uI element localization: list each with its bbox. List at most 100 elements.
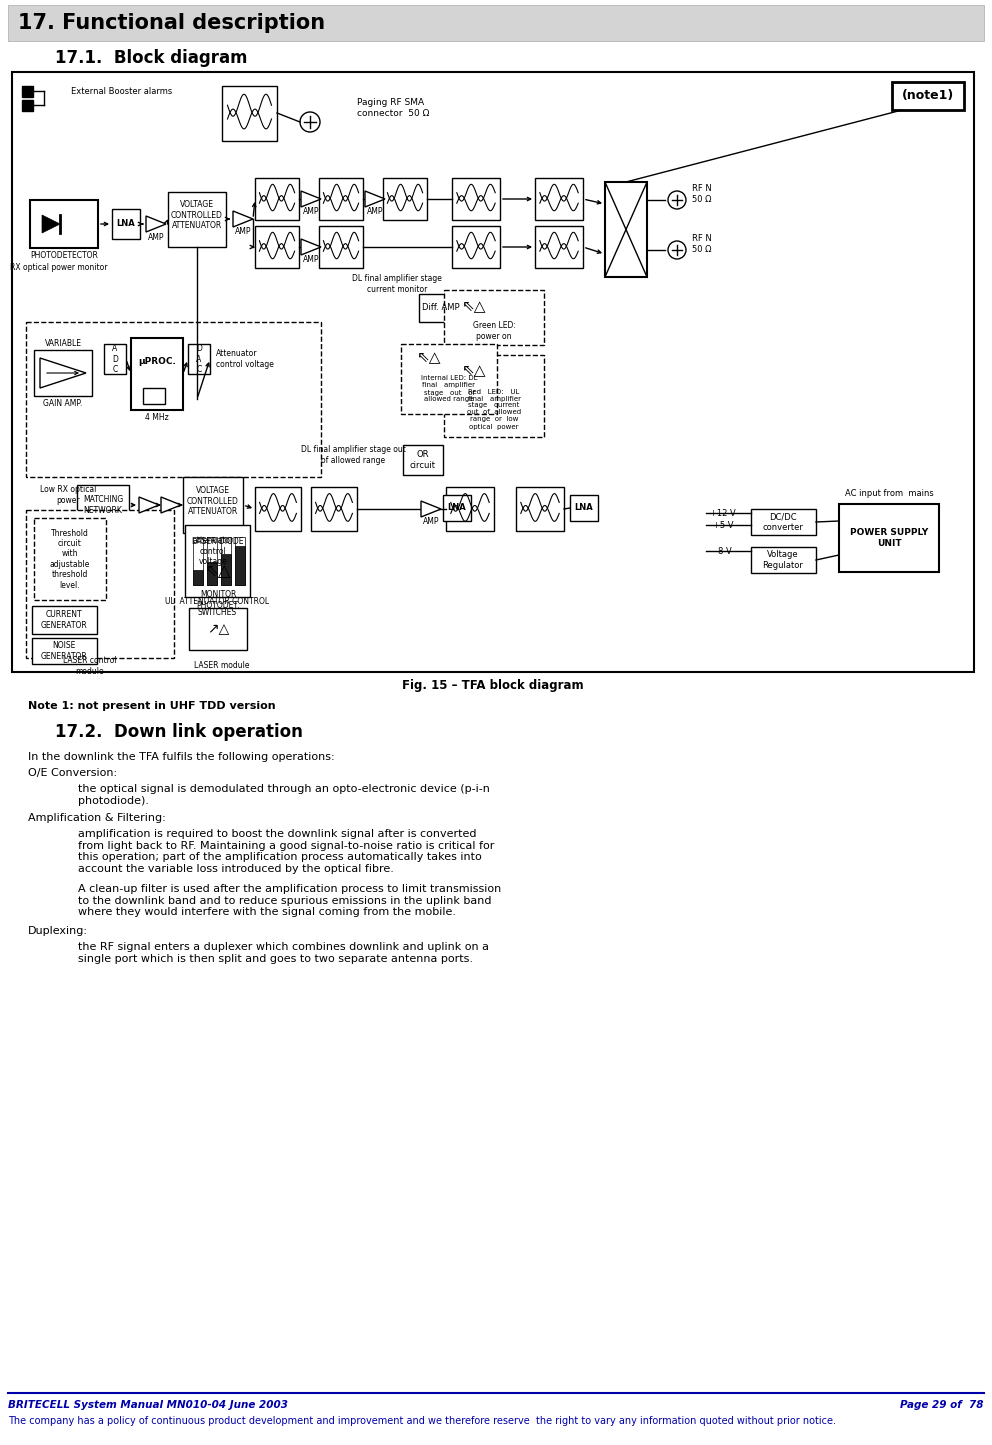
Bar — [22, 87, 33, 97]
Bar — [444, 355, 544, 436]
Text: VARIABLE: VARIABLE — [45, 338, 81, 347]
Bar — [419, 293, 463, 322]
Bar — [207, 538, 217, 585]
Bar — [255, 225, 299, 267]
Text: O/E Conversion:: O/E Conversion: — [28, 767, 117, 777]
Text: VOLTAGE
CONTROLLED
ATTENUATOR: VOLTAGE CONTROLLED ATTENUATOR — [171, 199, 223, 230]
Text: MATCHING
NETWORK: MATCHING NETWORK — [83, 496, 123, 514]
Polygon shape — [146, 215, 166, 233]
Text: AMP: AMP — [367, 208, 383, 217]
Text: OR
circuit: OR circuit — [410, 451, 436, 470]
Bar — [185, 525, 250, 597]
Bar — [235, 538, 245, 585]
Bar — [131, 338, 183, 410]
Bar — [193, 569, 203, 585]
Bar — [22, 100, 33, 111]
Text: ⇖△: ⇖△ — [461, 364, 486, 379]
Text: VOLTAGE
CONTROLLED
ATTENUATOR: VOLTAGE CONTROLLED ATTENUATOR — [187, 486, 239, 516]
Text: Threshold
circuit
with
adjustable
threshold
level.: Threshold circuit with adjustable thresh… — [50, 529, 90, 590]
Text: DL final amplifier stage out
of allowed range: DL final amplifier stage out of allowed … — [301, 445, 406, 465]
Text: Page 29 of  78: Page 29 of 78 — [901, 1400, 984, 1410]
Text: AMP: AMP — [235, 227, 251, 237]
Bar — [535, 178, 583, 220]
Bar — [32, 639, 97, 665]
Bar — [221, 553, 231, 585]
Bar — [444, 290, 544, 345]
Text: the optical signal is demodulated through an opto-electronic device (p-i-n
photo: the optical signal is demodulated throug… — [78, 785, 490, 806]
Text: RX optical power monitor: RX optical power monitor — [10, 263, 108, 272]
Bar — [319, 178, 363, 220]
Text: AMP: AMP — [423, 517, 439, 526]
Text: ⇖△: ⇖△ — [461, 299, 486, 315]
Text: Voltage
Regulator: Voltage Regulator — [763, 551, 804, 569]
Text: The company has a policy of continuous product development and improvement and w: The company has a policy of continuous p… — [8, 1416, 836, 1426]
Text: (note1): (note1) — [902, 90, 954, 103]
Text: DL final amplifier stage
current monitor: DL final amplifier stage current monitor — [352, 275, 442, 293]
Text: NOISE
GENERATOR: NOISE GENERATOR — [41, 642, 87, 660]
Text: Fig. 15 – TFA block diagram: Fig. 15 – TFA block diagram — [402, 679, 584, 692]
Bar — [235, 546, 245, 585]
Text: LNA: LNA — [117, 220, 135, 228]
Text: A
D
C: A D C — [112, 344, 118, 374]
Bar — [751, 509, 816, 535]
Bar — [112, 210, 140, 238]
Text: RF N
50 Ω: RF N 50 Ω — [692, 185, 711, 204]
Text: AMP: AMP — [303, 208, 319, 217]
Text: Low RX optical
power: Low RX optical power — [40, 486, 96, 504]
Polygon shape — [301, 238, 321, 254]
Bar — [403, 445, 443, 475]
Text: Paging RF SMA
connector  50 Ω: Paging RF SMA connector 50 Ω — [357, 98, 430, 117]
Bar — [189, 608, 247, 650]
Bar — [443, 496, 471, 522]
Text: Attenuator
control voltage: Attenuator control voltage — [216, 350, 274, 368]
Text: 17. Functional description: 17. Functional description — [18, 13, 325, 33]
Bar — [446, 487, 494, 530]
Text: GAIN AMP.: GAIN AMP. — [44, 399, 82, 407]
Bar — [751, 548, 816, 574]
Bar — [12, 72, 974, 672]
Text: ⇖△: ⇖△ — [417, 351, 441, 366]
Bar — [892, 82, 964, 110]
Bar — [839, 504, 939, 572]
Bar — [26, 510, 174, 657]
Text: LASER DIODE: LASER DIODE — [192, 538, 244, 546]
Text: POWER SUPPLY
UNIT: POWER SUPPLY UNIT — [850, 529, 929, 548]
Text: Diff. AMP: Diff. AMP — [423, 303, 460, 312]
Polygon shape — [40, 358, 86, 389]
Polygon shape — [365, 191, 385, 207]
Text: μPROC.: μPROC. — [138, 357, 176, 367]
Text: UL  ATTENUATOR CONTROL
SWITCHES: UL ATTENUATOR CONTROL SWITCHES — [165, 597, 269, 617]
Text: A clean-up filter is used after the amplification process to limit transmission
: A clean-up filter is used after the ampl… — [78, 884, 501, 918]
Text: LNA: LNA — [574, 503, 593, 513]
Text: BRITECELL System Manual MN010-04 June 2003: BRITECELL System Manual MN010-04 June 20… — [8, 1400, 288, 1410]
Text: 4 MHz: 4 MHz — [145, 413, 169, 422]
Text: AC input from  mains: AC input from mains — [844, 490, 933, 499]
Bar — [311, 487, 357, 530]
Text: Amplification & Filtering:: Amplification & Filtering: — [28, 814, 166, 824]
Bar — [34, 517, 106, 600]
Text: Internal LED: DL
final   amplifier
stage   out   of
allowed range: Internal LED: DL final amplifier stage o… — [421, 376, 477, 403]
Polygon shape — [233, 211, 253, 227]
Bar — [605, 182, 647, 277]
Bar — [143, 389, 165, 405]
Bar — [401, 344, 497, 415]
Bar — [34, 350, 92, 396]
Bar — [319, 225, 363, 267]
Bar — [207, 562, 217, 585]
Bar — [452, 178, 500, 220]
Bar — [452, 225, 500, 267]
Bar — [188, 344, 210, 374]
Text: AMP: AMP — [303, 256, 319, 264]
Bar — [8, 4, 984, 40]
Polygon shape — [139, 497, 159, 513]
Bar — [32, 605, 97, 634]
Bar — [255, 487, 301, 530]
Text: Red   LED:   UL
final   amplifier
stage   current
out  of  allowed
range  or  lo: Red LED: UL final amplifier stage curren… — [467, 389, 521, 429]
Bar — [77, 486, 129, 525]
Text: -8 V: -8 V — [714, 546, 731, 555]
Bar — [104, 344, 126, 374]
Polygon shape — [161, 497, 181, 513]
Text: attenuator
control
voltage: attenuator control voltage — [192, 536, 233, 566]
Text: RF N
50 Ω: RF N 50 Ω — [692, 234, 711, 254]
Bar — [30, 199, 98, 249]
